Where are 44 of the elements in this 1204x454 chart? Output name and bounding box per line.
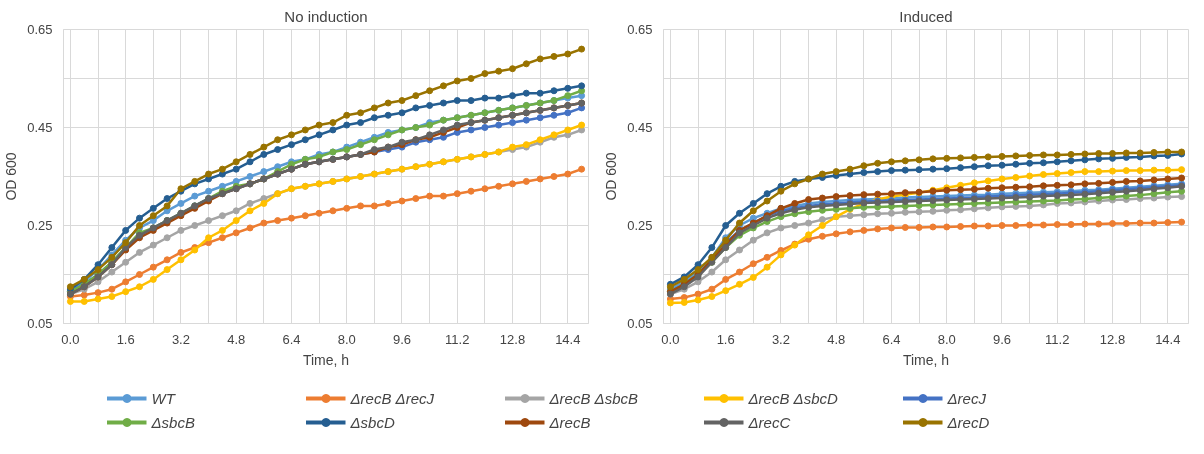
y-tick-label: 0.05 bbox=[27, 316, 53, 331]
y-tick-label: 0.25 bbox=[627, 218, 653, 233]
x-tick-label: 6.4 bbox=[882, 331, 901, 347]
legend-label: ΔsbcB bbox=[151, 413, 196, 431]
x-tick-label: 4.8 bbox=[227, 331, 246, 347]
x-tick-label: 6.4 bbox=[282, 331, 301, 347]
legend-label: ΔrecB bbox=[549, 413, 592, 431]
x-tick-label: 11.2 bbox=[1045, 331, 1070, 347]
x-tick-label: 11.2 bbox=[445, 331, 470, 347]
x-tick-label: 0.0 bbox=[61, 331, 80, 347]
y-tick-label: 0.65 bbox=[27, 22, 53, 37]
x-axis-title: Time, h bbox=[302, 351, 350, 368]
legend-label: ΔrecB ΔsbcB bbox=[549, 389, 639, 407]
y-axis-title: OD 600 bbox=[603, 152, 620, 201]
y-tick-label: 0.25 bbox=[27, 218, 53, 233]
x-tick-label: 14.4 bbox=[1155, 331, 1181, 347]
x-tick-label: 8.0 bbox=[937, 331, 956, 347]
y-tick-label: 0.45 bbox=[27, 120, 53, 135]
y-tick-label: 0.45 bbox=[627, 120, 653, 135]
x-axis-title: Time, h bbox=[902, 351, 950, 368]
legend-label: ΔrecC bbox=[748, 413, 792, 431]
x-tick-label: 3.2 bbox=[171, 331, 190, 347]
legend-label: ΔrecB ΔrecJ bbox=[350, 389, 435, 407]
x-tick-label: 12.8 bbox=[1099, 331, 1126, 347]
chart-title: Induced bbox=[899, 7, 953, 25]
x-tick-label: 12.8 bbox=[499, 331, 526, 347]
y-tick-label: 0.05 bbox=[627, 316, 653, 331]
x-tick-label: 4.8 bbox=[827, 331, 846, 347]
legend-label: ΔrecB ΔsbcD bbox=[748, 389, 839, 407]
x-tick-label: 9.6 bbox=[992, 331, 1012, 347]
x-tick-label: 8.0 bbox=[337, 331, 356, 347]
legend-label: ΔrecJ bbox=[947, 389, 987, 407]
y-axis-title: OD 600 bbox=[3, 152, 20, 201]
x-tick-label: 0.0 bbox=[661, 331, 680, 347]
x-tick-label: 14.4 bbox=[555, 331, 581, 347]
x-tick-label: 1.6 bbox=[716, 331, 735, 347]
legend-label: ΔsbcD bbox=[350, 413, 396, 431]
x-tick-label: 3.2 bbox=[771, 331, 790, 347]
x-tick-label: 9.6 bbox=[392, 331, 412, 347]
chart-title: No induction bbox=[284, 7, 368, 25]
x-tick-label: 1.6 bbox=[116, 331, 135, 347]
legend-label: WT bbox=[151, 389, 177, 407]
legend-label: ΔrecD bbox=[947, 413, 991, 431]
y-tick-label: 0.65 bbox=[627, 22, 653, 37]
